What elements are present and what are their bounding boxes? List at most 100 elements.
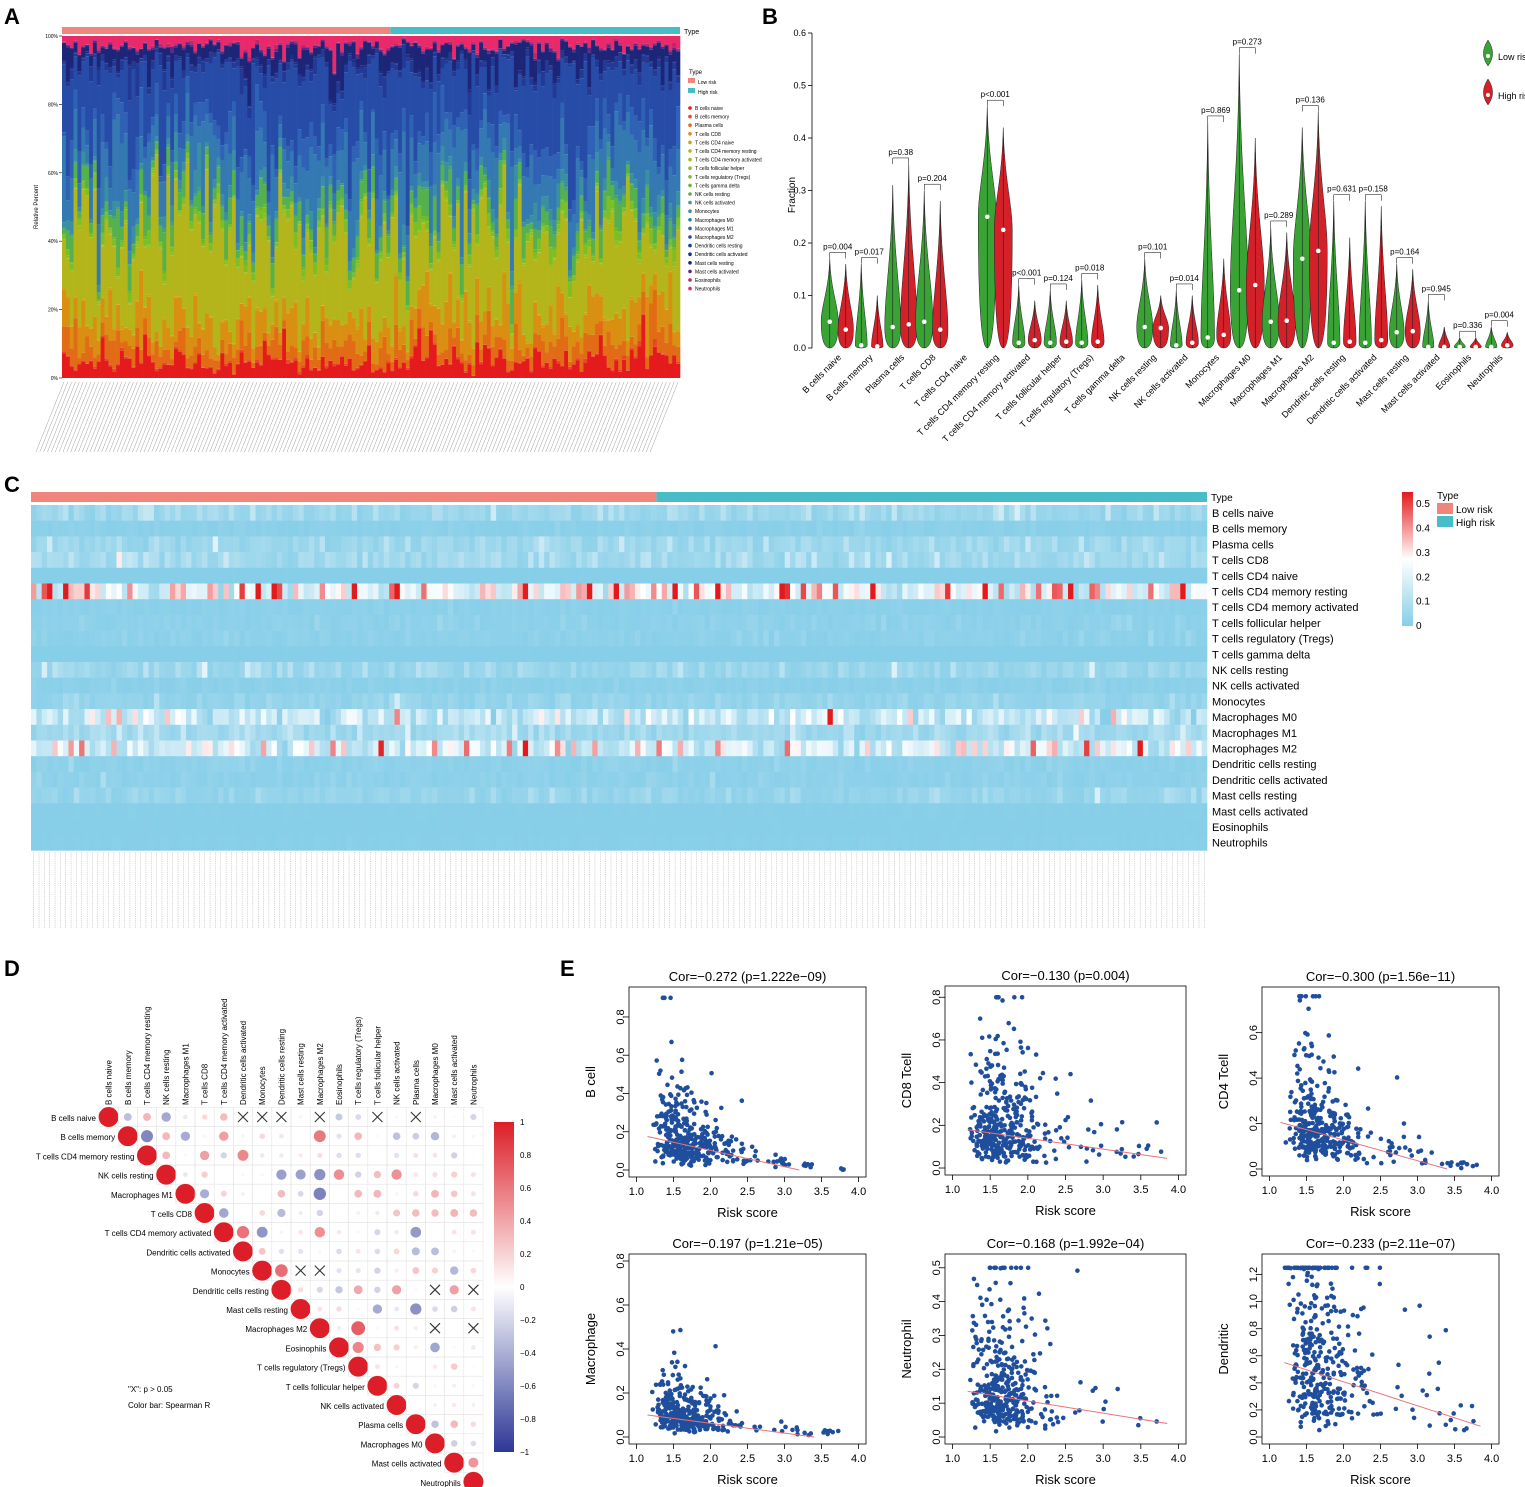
bar-segment (328, 208, 333, 211)
bar-segment (251, 282, 256, 348)
heatmap-cell (421, 520, 427, 537)
bar-segment (579, 371, 584, 372)
bar-segment (672, 62, 677, 70)
bar-segment (247, 178, 252, 215)
bar-segment (409, 137, 414, 187)
bar-segment (251, 280, 256, 282)
bar-segment (324, 258, 329, 266)
bar-segment (614, 314, 619, 349)
bar-segment (463, 69, 468, 110)
bar-segment (428, 233, 434, 247)
bar-segment (123, 328, 128, 342)
bar-segment (459, 44, 464, 51)
bar-segment (668, 323, 673, 363)
bar-segment (610, 201, 615, 209)
heatmap-cell (378, 567, 385, 584)
bar-segment (235, 267, 240, 269)
bar-segment (181, 70, 186, 72)
bar-segment (270, 293, 275, 297)
bar-segment (77, 151, 82, 184)
bar-segment (343, 220, 349, 232)
bar-segment (490, 48, 495, 50)
sample-label-stroke (364, 381, 393, 453)
heatmap-cell (747, 552, 753, 569)
bar-segment (112, 237, 117, 240)
bar-segment (65, 45, 71, 48)
heatmap-cell (111, 520, 117, 537)
bar-segment (320, 208, 325, 210)
bar-segment (351, 272, 356, 274)
bar-segment (564, 312, 569, 315)
heatmap-cell (405, 520, 411, 537)
bar-segment (583, 41, 588, 43)
legend-dot-t-cells-cd8 (688, 132, 692, 136)
heatmap-cell (961, 505, 967, 521)
bar-segment (633, 42, 638, 44)
bar-segment (92, 315, 98, 317)
heatmap-cell (292, 520, 299, 537)
bar-segment (610, 319, 615, 345)
bar-segment (676, 48, 681, 51)
heatmap-cell (84, 536, 91, 553)
bar-segment (452, 247, 457, 250)
bar-segment (286, 146, 291, 162)
bar-segment (409, 355, 414, 359)
bar-segment (428, 263, 434, 269)
bar-segment (193, 50, 198, 53)
bar-segment (112, 328, 117, 330)
bar-segment (444, 60, 449, 64)
bar-segment (247, 297, 252, 333)
bar-segment (409, 216, 414, 306)
bar-segment (455, 356, 461, 360)
bar-segment (201, 367, 206, 378)
bar-segment (525, 241, 530, 242)
bar-segment (652, 138, 658, 162)
bar-segment (386, 363, 391, 378)
bar-segment (556, 232, 561, 235)
heatmap-cell (971, 505, 978, 521)
bar-segment (513, 323, 519, 362)
heatmap-cell (1196, 520, 1202, 537)
heatmap-cell (741, 536, 748, 553)
heatmap-cell (250, 552, 256, 569)
bar-segment (452, 76, 457, 126)
heatmap-cell (592, 567, 598, 584)
bar-segment (239, 320, 244, 350)
bar-segment (77, 212, 82, 219)
heatmap-cell (191, 552, 198, 569)
bar-segment (235, 36, 240, 42)
bar-segment (382, 201, 387, 214)
heatmap-cell (955, 552, 962, 569)
heatmap-cell (250, 520, 256, 537)
heatmap-cell (586, 552, 593, 569)
bar-segment (162, 319, 167, 350)
bar-segment (529, 370, 534, 373)
violin-high-eosinophils-median (1473, 344, 1479, 350)
bar-segment (602, 190, 607, 192)
bar-segment (602, 317, 607, 321)
bar-segment (390, 361, 395, 371)
bar-segment (510, 52, 515, 57)
heatmap-cell (421, 567, 427, 584)
legend-dot-dendritic-cells-resting (688, 243, 692, 248)
heatmap-cell (31, 552, 37, 569)
bar-segment (301, 139, 306, 168)
bar-segment (490, 220, 495, 224)
heatmap-cell (512, 536, 518, 553)
bar-segment (251, 348, 256, 363)
heatmap-cell (896, 536, 903, 553)
bar-segment (544, 44, 549, 61)
heatmap-cell (1041, 505, 1047, 521)
bar-segment (363, 36, 368, 40)
bar-segment (598, 149, 604, 225)
bar-segment (459, 130, 464, 258)
bar-segment (255, 59, 260, 67)
pvalue-macrophages-m1: p=0.289 (1264, 211, 1294, 220)
bar-segment (162, 283, 167, 285)
bar-segment (401, 324, 407, 328)
bar-segment (313, 58, 318, 75)
bar-segment (656, 352, 661, 378)
bar-segment (652, 161, 658, 213)
bar-segment (571, 363, 577, 365)
